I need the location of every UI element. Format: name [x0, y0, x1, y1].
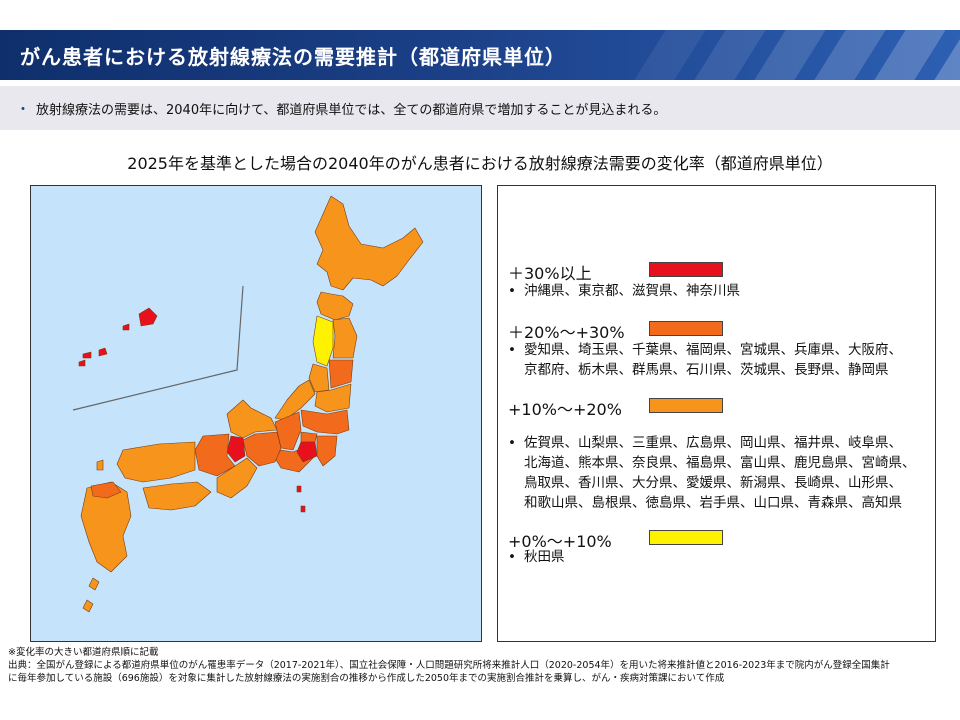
title-bar: がん患者における放射線療法の需要推計（都道府県単位）	[0, 30, 960, 80]
list-item: 和歌山県、島根県、徳島県、岩手県、山口県、青森県、高知県	[508, 493, 916, 513]
region-kanto-north	[300, 409, 350, 435]
footnote-note: ※変化率の大きい都道府県順に記載	[8, 647, 159, 658]
region-niigata	[274, 379, 316, 421]
region-fukushima	[314, 383, 352, 413]
region-akita	[312, 315, 334, 367]
title-decoration-stripe	[634, 30, 706, 80]
prefecture-names: 愛知県、埼玉県、千葉県、福岡県、宮城県、兵庫県、大阪府、	[524, 342, 902, 358]
list-bullet: •	[508, 549, 516, 565]
list-item: 鳥取県、香川県、大分県、愛媛県、新潟県、長崎県、山形県、	[508, 473, 916, 493]
prefecture-names: 鳥取県、香川県、大分県、愛媛県、新潟県、長崎県、山形県、	[524, 475, 902, 491]
list-item: • 愛知県、埼玉県、千葉県、福岡県、宮城県、兵庫県、大阪府、	[508, 340, 902, 360]
legend-swatch-0-10	[649, 530, 723, 545]
footnotes: ※変化率の大きい都道府県順に記載 出典：全国がん登録による都道府県単位のがん罹患…	[8, 646, 958, 685]
list-item: 京都府、栃木県、群馬県、石川県、茨城県、長野県、静岡県	[508, 360, 902, 380]
legend-label-10-20: +10%～+20%	[508, 400, 622, 419]
legend-label-0-10: +0%～+10%	[508, 532, 612, 551]
footnote-source-line-2: に毎年参加している施設（696施設）を対象に集計した放射線療法の実施割合の推移か…	[8, 673, 725, 684]
page-title: がん患者における放射線療法の需要推計（都道府県単位）	[20, 45, 566, 69]
prefecture-names: 秋田県	[524, 549, 565, 565]
title-decoration-stripe	[694, 30, 766, 80]
prefecture-names: 佐賀県、山梨県、三重県、広島県、岡山県、福井県、岐阜県、	[524, 435, 902, 451]
region-shiga	[226, 435, 246, 463]
legend-list-20-30: • 愛知県、埼玉県、千葉県、福岡県、宮城県、兵庫県、大阪府、 京都府、栃木県、群馬…	[508, 340, 902, 380]
list-bullet: •	[508, 435, 516, 451]
region-iwate	[332, 317, 358, 359]
region-kinki-south	[216, 457, 258, 499]
legend-panel: ＋30%以上 • 沖縄県、東京都、滋賀県、神奈川県 ＋20%～+30% • 愛知県、…	[497, 185, 936, 642]
legend-list-0-10: • 秋田県	[508, 547, 565, 567]
region-hokuriku	[226, 399, 278, 439]
legend-swatch-20-30	[649, 321, 723, 336]
legend-list-30-plus: • 沖縄県、東京都、滋賀県、神奈川県	[508, 281, 740, 301]
region-tokyo-kanagawa	[296, 441, 318, 463]
region-nansei-islands	[82, 577, 100, 613]
summary-text: 放射線療法の需要は、2040年に向けて、都道府県単位では、全ての都道府県で増加す…	[36, 103, 667, 118]
region-tsushima	[96, 459, 104, 471]
prefecture-names: 沖縄県、東京都、滋賀県、神奈川県	[524, 283, 740, 299]
region-izu-islands	[296, 485, 306, 513]
region-chugoku	[116, 441, 196, 483]
list-item: • 佐賀県、山梨県、三重県、広島県、岡山県、福井県、岐阜県、	[508, 433, 916, 453]
summary-bullet: ・	[16, 102, 30, 118]
region-shikoku	[142, 481, 212, 511]
region-chiba	[316, 435, 338, 467]
region-hokkaido	[314, 195, 424, 291]
region-okinawa	[138, 307, 158, 327]
list-item: • 沖縄県、東京都、滋賀県、神奈川県	[508, 281, 740, 301]
okinawa-inset-divider	[72, 285, 244, 411]
list-bullet: •	[508, 283, 516, 299]
title-decoration-stripe	[814, 30, 886, 80]
region-aomori	[316, 291, 354, 321]
chart-title: 2025年を基準とした場合の2040年のがん患者における放射線療法需要の変化率（…	[127, 154, 833, 173]
region-saitama	[300, 431, 318, 443]
summary-box: ・ 放射線療法の需要は、2040年に向けて、都道府県単位では、全ての都道府県で増…	[0, 86, 960, 130]
region-kyushu	[80, 481, 132, 573]
region-kinki-west	[194, 433, 236, 477]
region-aichi-gifu	[242, 431, 282, 467]
legend-list-10-20: • 佐賀県、山梨県、三重県、広島県、岡山県、福井県、岐阜県、 北海道、熊本県、奈良…	[508, 433, 916, 513]
legend-swatch-10-20	[649, 398, 723, 413]
prefecture-names: 北海道、熊本県、奈良県、福島県、富山県、鹿児島県、宮崎県、	[524, 455, 916, 471]
region-miyagi	[328, 359, 354, 389]
region-okinawa-island	[78, 323, 130, 367]
list-bullet: •	[508, 342, 516, 358]
japan-map-svg	[72, 195, 424, 613]
list-item: • 秋田県	[508, 547, 565, 567]
legend-label-20-30: ＋20%～+30%	[508, 323, 625, 342]
legend-swatch-30-plus	[649, 262, 723, 277]
list-item: 北海道、熊本県、奈良県、福島県、富山県、鹿児島県、宮崎県、	[508, 453, 916, 473]
legend-label-30-plus: ＋30%以上	[508, 264, 592, 283]
footnote-source-line-1: 出典：全国がん登録による都道府県単位のがん罹患率データ（2017-2021年）、…	[8, 660, 890, 671]
region-fukuoka	[90, 481, 122, 499]
japan-map	[30, 185, 482, 642]
title-decoration-stripe	[754, 30, 826, 80]
prefecture-names: 京都府、栃木県、群馬県、石川県、茨城県、長野県、静岡県	[524, 362, 889, 378]
prefecture-names: 和歌山県、島根県、徳島県、岩手県、山口県、青森県、高知県	[524, 495, 902, 511]
title-decoration-stripe	[874, 30, 946, 80]
